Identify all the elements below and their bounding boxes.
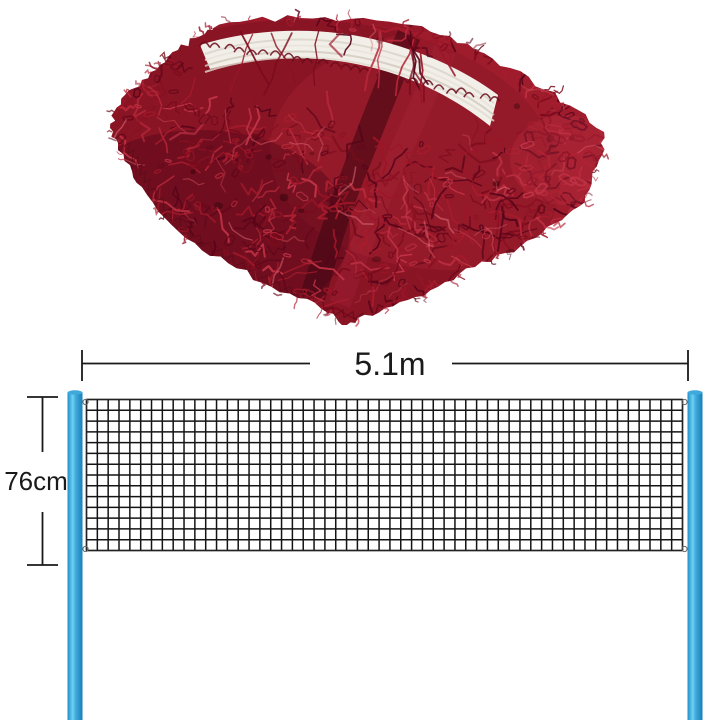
svg-text:5.1m: 5.1m	[354, 346, 425, 382]
svg-text:76cm: 76cm	[4, 466, 68, 496]
